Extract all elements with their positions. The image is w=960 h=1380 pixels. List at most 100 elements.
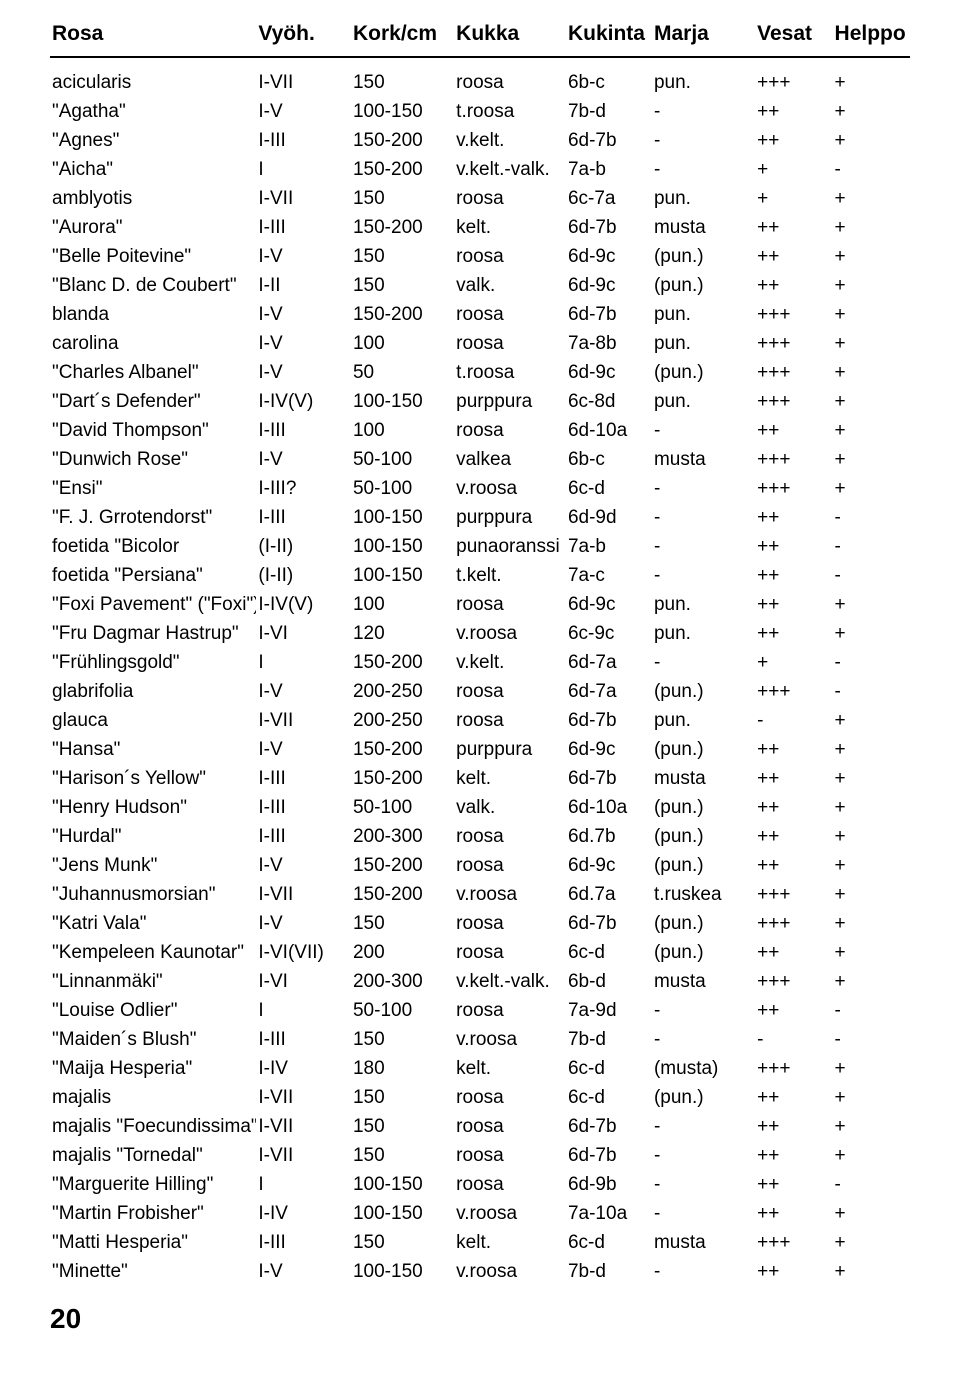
table-cell: 6b-c [566, 57, 652, 98]
table-row: "Katri Vala"I-V150roosa6d-7b(pun.)++++ [50, 910, 910, 939]
table-cell: 200-300 [351, 823, 454, 852]
table-cell: - [833, 997, 910, 1026]
table-cell: ++ [755, 243, 832, 272]
table-cell: ++ [755, 1113, 832, 1142]
table-cell: 150 [351, 1113, 454, 1142]
table-cell: 6d-7b [566, 765, 652, 794]
table-cell: pun. [652, 707, 755, 736]
table-cell: 6c-9c [566, 620, 652, 649]
table-row: "Harison´s Yellow"I-III150-200kelt.6d-7b… [50, 765, 910, 794]
table-cell: + [833, 1229, 910, 1258]
table-cell: I-VII [256, 881, 351, 910]
table-cell: ++ [755, 852, 832, 881]
table-cell: foetida "Persiana" [50, 562, 256, 591]
table-row: "Maija Hesperia"I-IV180kelt.6c-d(musta)+… [50, 1055, 910, 1084]
col-header-kork: Kork/cm [351, 18, 454, 57]
table-cell: 6c-d [566, 1084, 652, 1113]
table-cell: + [833, 388, 910, 417]
table-row: acicularisI-VII150roosa6b-cpun.++++ [50, 57, 910, 98]
table-cell: kelt. [454, 1055, 566, 1084]
table-cell: 100-150 [351, 562, 454, 591]
table-cell: "Fru Dagmar Hastrup" [50, 620, 256, 649]
table-cell: 6d-7b [566, 214, 652, 243]
table-cell: + [833, 939, 910, 968]
table-cell: (pun.) [652, 1084, 755, 1113]
table-cell: I-V [256, 910, 351, 939]
table-cell: "Marguerite Hilling" [50, 1171, 256, 1200]
table-cell: I-III [256, 214, 351, 243]
table-cell: I-III [256, 823, 351, 852]
table-cell: 7a-8b [566, 330, 652, 359]
table-cell: + [833, 852, 910, 881]
table-row: "Ensi"I-III?50-100v.roosa6c-d-++++ [50, 475, 910, 504]
table-row: "Blanc D. de Coubert"I-II150valk.6d-9c(p… [50, 272, 910, 301]
table-cell: + [833, 1055, 910, 1084]
table-cell: 6d-9c [566, 591, 652, 620]
table-row: "Charles Albanel"I-V50t.roosa6d-9c(pun.)… [50, 359, 910, 388]
table-cell: roosa [454, 939, 566, 968]
table-cell: I-III [256, 794, 351, 823]
table-cell: "David Thompson" [50, 417, 256, 446]
table-cell: roosa [454, 707, 566, 736]
table-cell: 6d-9c [566, 272, 652, 301]
table-cell: 50-100 [351, 997, 454, 1026]
table-cell: acicularis [50, 57, 256, 98]
table-cell: musta [652, 446, 755, 475]
table-cell: 150 [351, 910, 454, 939]
table-cell: I [256, 649, 351, 678]
table-cell: 7a-b [566, 156, 652, 185]
table-row: "F. J. Grrotendorst"I-III100-150purppura… [50, 504, 910, 533]
table-row: glaucaI-VII200-250roosa6d-7bpun.-+ [50, 707, 910, 736]
table-cell: - [652, 475, 755, 504]
table-cell: 6c-7a [566, 185, 652, 214]
table-cell: I [256, 1171, 351, 1200]
table-cell: (pun.) [652, 243, 755, 272]
table-cell: 6d-7b [566, 1113, 652, 1142]
table-cell: blanda [50, 301, 256, 330]
table-cell: v.roosa [454, 881, 566, 910]
table-cell: - [652, 1026, 755, 1055]
table-cell: 150 [351, 243, 454, 272]
table-cell: - [652, 156, 755, 185]
table-cell: 6d.7a [566, 881, 652, 910]
table-cell: "Maija Hesperia" [50, 1055, 256, 1084]
table-cell: amblyotis [50, 185, 256, 214]
table-cell: 6c-d [566, 1229, 652, 1258]
table-cell: + [833, 475, 910, 504]
table-row: "Kempeleen Kaunotar"I-VI(VII)200roosa6c-… [50, 939, 910, 968]
table-cell: - [652, 1113, 755, 1142]
table-cell: ++ [755, 1084, 832, 1113]
table-cell: pun. [652, 330, 755, 359]
table-cell: + [833, 301, 910, 330]
col-header-marja: Marja [652, 18, 755, 57]
table-row: blandaI-V150-200roosa6d-7bpun.++++ [50, 301, 910, 330]
table-cell: 150-200 [351, 736, 454, 765]
table-cell: 200-250 [351, 678, 454, 707]
table-cell: + [833, 1200, 910, 1229]
table-cell: ++ [755, 98, 832, 127]
table-cell: + [833, 765, 910, 794]
table-cell: 6b-d [566, 968, 652, 997]
table-cell: + [833, 620, 910, 649]
table-row: "Minette"I-V100-150v.roosa7b-d-+++ [50, 1258, 910, 1287]
table-cell: + [833, 57, 910, 98]
table-cell: - [652, 1142, 755, 1171]
table-cell: "Juhannusmorsian" [50, 881, 256, 910]
table-cell: I-III [256, 504, 351, 533]
table-cell: "Dunwich Rose" [50, 446, 256, 475]
table-cell: glabrifolia [50, 678, 256, 707]
table-row: "David Thompson"I-III100roosa6d-10a-+++ [50, 417, 910, 446]
table-cell: punaoranssi [454, 533, 566, 562]
table-cell: I-V [256, 852, 351, 881]
table-cell: (pun.) [652, 678, 755, 707]
table-cell: - [652, 997, 755, 1026]
table-cell: I-VII [256, 185, 351, 214]
table-cell: "Hansa" [50, 736, 256, 765]
table-cell: 7a-10a [566, 1200, 652, 1229]
table-cell: I-VI(VII) [256, 939, 351, 968]
table-cell: +++ [755, 301, 832, 330]
table-cell: - [833, 562, 910, 591]
table-cell: +++ [755, 1055, 832, 1084]
table-cell: pun. [652, 185, 755, 214]
table-cell: I-III [256, 1229, 351, 1258]
